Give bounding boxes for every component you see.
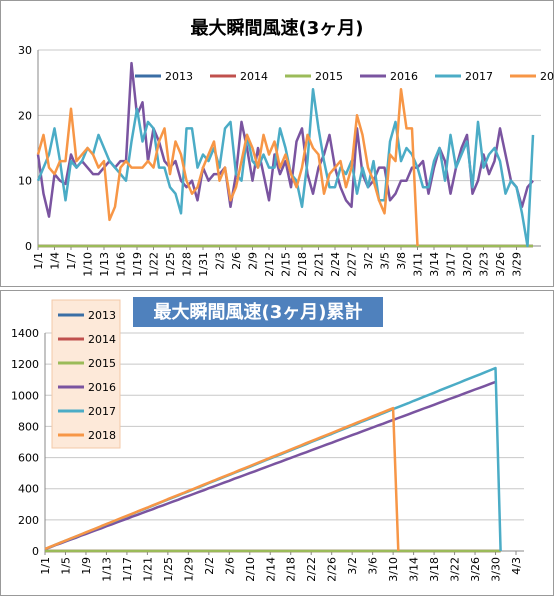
x-tick-label: 1/28 (181, 252, 194, 277)
x-tick-label: 1/25 (164, 252, 177, 277)
x-tick-label: 1/1 (32, 252, 45, 270)
x-tick-label: 1/5 (59, 557, 72, 575)
x-tick-label: 1/1 (39, 557, 52, 575)
x-tick-label: 2/15 (280, 252, 293, 277)
x-tick-label: 3/17 (445, 252, 458, 277)
x-tick-label: 3/2 (346, 557, 359, 575)
x-tick-label: 3/14 (408, 557, 421, 582)
x-tick-label: 3/2 (362, 252, 375, 270)
x-tick-label: 3/6 (367, 557, 380, 575)
title-box (133, 297, 383, 327)
x-tick-label: 1/21 (141, 557, 154, 582)
x-tick-label: 1/10 (82, 252, 95, 277)
x-tick-label: 1/13 (98, 252, 111, 277)
y-tick-label: 600 (18, 452, 39, 465)
y-tick-label: 20 (18, 109, 32, 122)
x-tick-label: 1/4 (49, 252, 62, 270)
x-tick-label: 3/8 (395, 252, 408, 270)
x-tick-label: 4/3 (510, 557, 523, 575)
legend-label: 2016 (88, 381, 116, 394)
x-tick-label: 1/16 (115, 252, 128, 277)
y-tick-label: 30 (18, 44, 32, 57)
series-line (44, 406, 400, 552)
x-tick-label: 3/20 (461, 252, 474, 277)
x-tick-label: 1/13 (100, 557, 113, 582)
legend-label: 2015 (88, 357, 116, 370)
y-tick-label: 1200 (11, 358, 39, 371)
series-line (36, 61, 534, 218)
x-tick-label: 2/18 (296, 252, 309, 277)
legend-label: 2014 (88, 333, 116, 346)
x-tick-label: 2/9 (247, 252, 260, 270)
legend-box (51, 299, 121, 449)
x-tick-label: 2/26 (326, 557, 339, 582)
x-tick-label: 1/7 (65, 252, 78, 270)
x-tick-label: 3/29 (511, 252, 524, 277)
y-tick-label: 1400 (11, 327, 39, 340)
y-tick-label: 800 (18, 420, 39, 433)
y-tick-label: 0 (25, 240, 32, 253)
legend-label: 2014 (240, 70, 268, 83)
legend-label: 2013 (165, 70, 193, 83)
x-tick-label: 2/6 (230, 252, 243, 270)
y-tick-label: 1000 (11, 389, 39, 402)
legend-label: 2015 (315, 70, 343, 83)
x-tick-label: 1/25 (162, 557, 175, 582)
legend-label: 2016 (390, 70, 418, 83)
legend-label: 2017 (465, 70, 493, 83)
x-tick-label: 3/14 (428, 252, 441, 277)
x-tick-label: 1/17 (121, 557, 134, 582)
x-tick-label: 1/29 (182, 557, 195, 582)
x-tick-label: 2/10 (244, 557, 257, 582)
x-tick-label: 3/22 (449, 557, 462, 582)
chart-title: 最大瞬間風速(3ヶ月) (191, 17, 364, 39)
x-tick-label: 3/18 (428, 557, 441, 582)
x-tick-label: 2/24 (329, 252, 342, 277)
y-tick-label: 400 (18, 483, 39, 496)
x-tick-label: 3/26 (494, 252, 507, 277)
x-tick-label: 2/21 (313, 252, 326, 277)
x-tick-label: 3/5 (379, 252, 392, 270)
x-tick-label: 3/11 (412, 252, 425, 277)
x-tick-label: 1/31 (197, 252, 210, 277)
x-tick-label: 2/12 (263, 252, 276, 277)
series-line (44, 380, 496, 551)
legend-label: 2018 (88, 429, 116, 442)
y-tick-label: 10 (18, 175, 32, 188)
legend-label: 2017 (88, 405, 116, 418)
y-tick-label: 0 (32, 545, 39, 558)
x-tick-label: 2/14 (264, 557, 277, 582)
x-tick-label: 1/9 (80, 557, 93, 575)
x-tick-label: 3/23 (478, 252, 491, 277)
y-tick-label: 200 (18, 514, 39, 527)
x-tick-label: 2/6 (223, 557, 236, 575)
chart-title: 最大瞬間風速(3ヶ月)累計 (154, 301, 363, 323)
x-tick-label: 2/3 (214, 252, 227, 270)
x-tick-label: 3/30 (490, 557, 503, 582)
series-line (36, 87, 419, 247)
x-tick-label: 2/22 (305, 557, 318, 582)
x-tick-label: 2/18 (285, 557, 298, 582)
x-tick-label: 1/19 (131, 252, 144, 277)
x-tick-label: 2/2 (203, 557, 216, 575)
legend-label: 2018 (540, 70, 555, 83)
x-tick-label: 3/26 (469, 557, 482, 582)
legend-label: 2013 (88, 309, 116, 322)
x-tick-label: 2/27 (346, 252, 359, 277)
x-tick-label: 1/22 (148, 252, 161, 277)
x-tick-label: 3/10 (387, 557, 400, 582)
